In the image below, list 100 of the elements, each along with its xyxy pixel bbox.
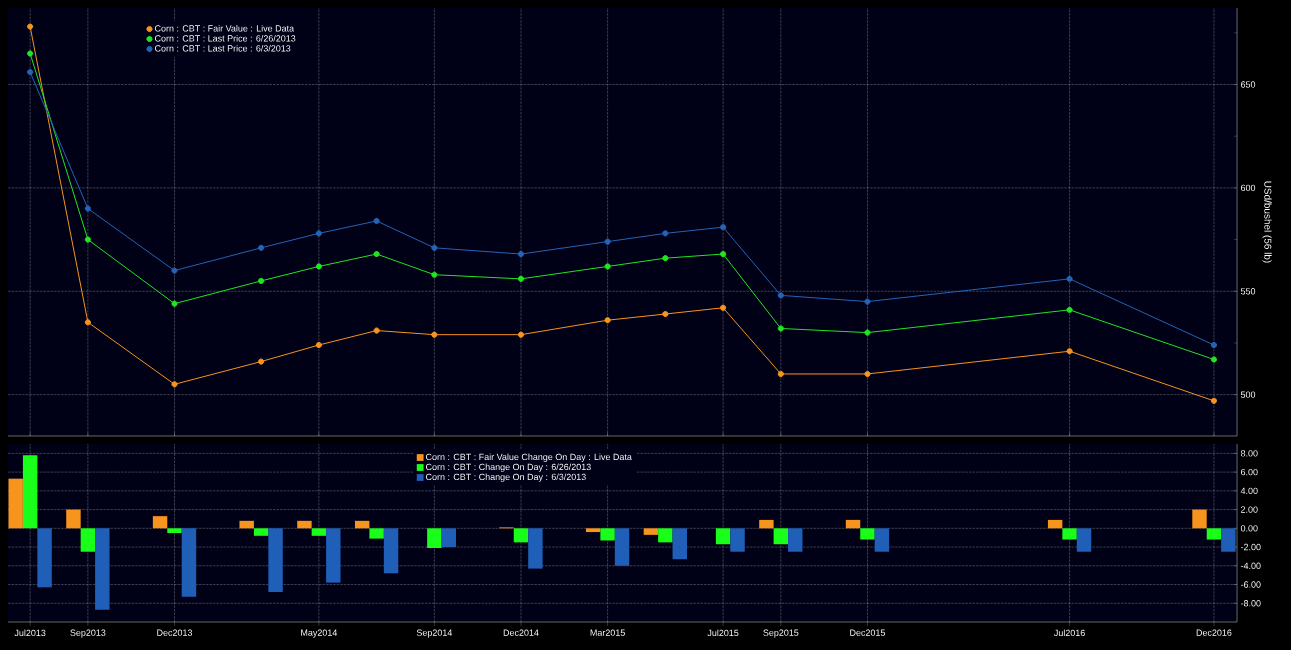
bar — [600, 528, 615, 541]
bar — [66, 509, 81, 529]
point — [258, 358, 265, 365]
bar — [95, 528, 110, 610]
point — [84, 319, 91, 326]
x-tick-label: Dec2013 — [157, 629, 193, 636]
bar — [1047, 519, 1063, 529]
point — [431, 331, 438, 338]
legend-label: Corn : CBT : Fair Value Change On Day : Live Data — [426, 453, 632, 462]
point — [431, 271, 438, 278]
bar — [297, 520, 312, 529]
bar — [860, 528, 875, 540]
point — [777, 325, 784, 332]
x-tick-label: May2014 — [301, 629, 338, 638]
point — [662, 255, 669, 262]
point — [27, 23, 34, 30]
y-tick-label: 4.00 — [1240, 487, 1258, 495]
point — [27, 50, 34, 57]
x-tick-label: Jul2013 — [14, 629, 46, 637]
bar — [326, 528, 341, 583]
point — [720, 304, 727, 311]
bar — [845, 519, 861, 529]
point — [315, 341, 322, 349]
bar — [268, 528, 283, 593]
bar — [658, 528, 673, 543]
bar — [22, 455, 38, 529]
bar — [1221, 528, 1236, 552]
bar — [614, 528, 630, 566]
bar — [354, 520, 370, 529]
point — [604, 238, 611, 245]
bar — [643, 528, 659, 535]
y-tick-label: 550 — [1240, 288, 1256, 295]
y-tick-label: 600 — [1241, 184, 1256, 192]
point — [315, 263, 322, 270]
legend-label: Corn : CBT : Last Price : 6/3/2013 — [155, 44, 291, 52]
bar — [8, 478, 23, 529]
bar — [167, 528, 182, 533]
point — [84, 205, 91, 212]
point — [517, 331, 525, 338]
legend-label: Corn : CBT : Last Price : 6/26/2013 — [155, 35, 296, 42]
point — [171, 381, 178, 388]
bar — [715, 528, 731, 545]
point — [720, 224, 727, 231]
bar — [383, 528, 399, 574]
y-tick-label: -8.00 — [1240, 600, 1261, 607]
legend-label: Corn : CBT : Fair Value : Live Data — [155, 25, 295, 32]
x-tick-label: Dec2016 — [1196, 629, 1232, 636]
bar — [874, 528, 890, 552]
point — [662, 310, 669, 318]
y-tick-label: -4.00 — [1240, 562, 1261, 569]
bar — [1206, 528, 1222, 540]
point — [604, 317, 611, 324]
point — [1066, 306, 1073, 313]
y-tick-label: 0.00 — [1240, 525, 1258, 532]
legend-label: Corn : CBT : Change On Day : 6/3/2013 — [426, 473, 586, 482]
bar — [773, 528, 789, 545]
point — [864, 298, 871, 305]
bar — [528, 528, 543, 569]
point — [1210, 397, 1218, 404]
point — [517, 275, 525, 282]
x-tick-label: Sep2014 — [416, 629, 453, 638]
x-tick-label: Dec2014 — [503, 629, 539, 636]
bar — [37, 528, 52, 588]
point — [373, 217, 380, 225]
x-tick-label: Jul2015 — [707, 629, 739, 637]
bar — [585, 528, 601, 533]
bar — [80, 528, 96, 552]
point — [777, 292, 784, 299]
point — [171, 300, 178, 307]
y-tick-label: -6.00 — [1240, 581, 1261, 588]
bar — [513, 528, 529, 543]
bar — [152, 516, 168, 529]
bar — [1062, 528, 1077, 540]
bar — [730, 528, 745, 552]
x-tick-label: Jul2016 — [1054, 629, 1085, 637]
y-tick-label: 650 — [1241, 81, 1256, 88]
y-tick-label: 500 — [1240, 391, 1256, 398]
bar — [1076, 528, 1092, 552]
point — [373, 327, 380, 334]
point — [431, 244, 438, 251]
bar — [181, 528, 197, 597]
bar — [788, 528, 803, 552]
bar — [1192, 509, 1207, 529]
y-tick-label: 6.00 — [1241, 468, 1258, 476]
point — [1066, 348, 1073, 355]
point — [258, 244, 265, 251]
point — [1066, 275, 1073, 282]
point — [864, 329, 871, 336]
y-tick-label: 2.00 — [1241, 506, 1258, 513]
x-tick-label: Mar2015 — [590, 629, 625, 636]
bar — [253, 528, 269, 536]
point — [171, 267, 178, 274]
bar — [441, 528, 457, 548]
bar — [239, 520, 254, 529]
bar — [427, 528, 442, 548]
point — [1210, 341, 1218, 349]
legend-label: Corn : CBT : Change On Day : 6/26/2013 — [426, 463, 591, 472]
x-tick-label: Sep2013 — [70, 629, 106, 638]
point — [315, 230, 322, 237]
x-tick-label: Sep2015 — [763, 629, 799, 638]
